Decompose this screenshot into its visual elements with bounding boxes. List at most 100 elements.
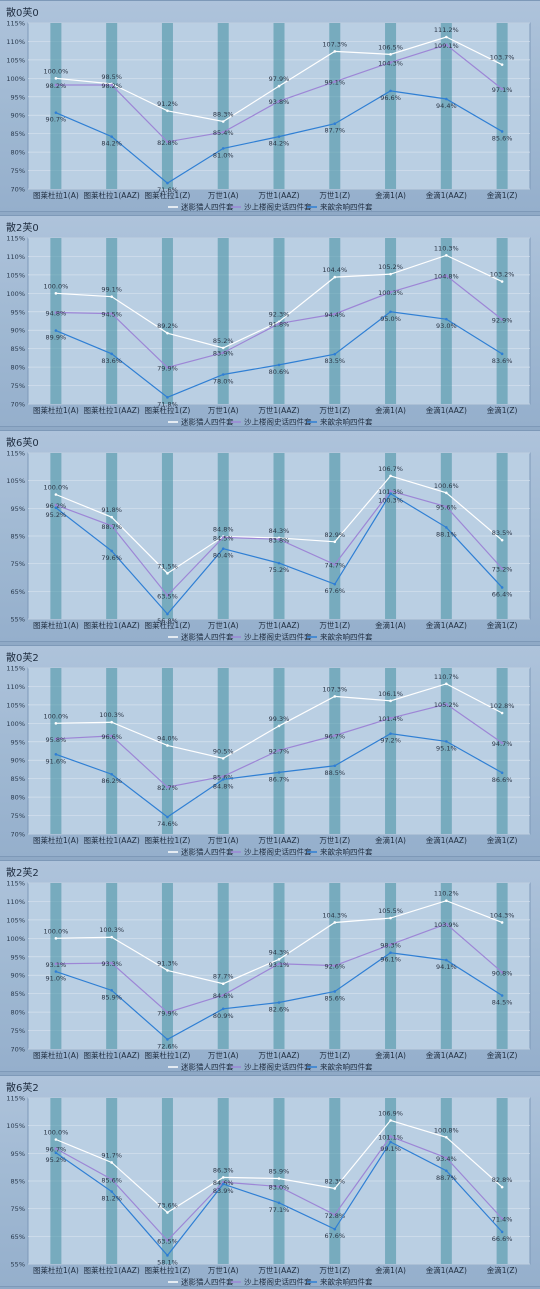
- y-tick-label: 115%: [6, 1095, 25, 1103]
- y-tick-label: 100%: [6, 720, 25, 728]
- category-band: [106, 23, 118, 189]
- x-tick-label: 金滴1(AAZ): [426, 1265, 467, 1275]
- data-point: [500, 1230, 504, 1234]
- category-band: [440, 453, 452, 619]
- data-point: [445, 1156, 448, 1160]
- data-point: [110, 1190, 113, 1193]
- legend-entry: 迷影猎人四件套: [181, 417, 234, 427]
- y-tick-label: 85%: [11, 775, 25, 783]
- data-point: [166, 1011, 169, 1014]
- data-label: 71.4%: [492, 1216, 513, 1224]
- data-point: [221, 778, 225, 781]
- data-point: [110, 312, 113, 315]
- x-tick-label: 图莱杜拉1(AAZ): [84, 1265, 140, 1275]
- legend: 迷影猎人四件套 沙上楼阁史话四件套 来歆余响四件套: [168, 632, 373, 642]
- data-point: [221, 536, 225, 539]
- data-label: 93.1%: [46, 961, 67, 969]
- data-label: 71.6%: [157, 186, 178, 194]
- data-point: [445, 317, 448, 321]
- data-point: [500, 994, 504, 997]
- data-label: 85.2%: [213, 337, 234, 345]
- x-tick-label: 金滴1(Z): [487, 405, 518, 415]
- data-point: [500, 1217, 504, 1220]
- data-label: 96.1%: [380, 956, 401, 964]
- data-label: 80.4%: [213, 552, 234, 560]
- data-label: 98.2%: [101, 82, 122, 90]
- data-label: 83.5%: [324, 357, 345, 365]
- data-label: 84.5%: [492, 999, 513, 1007]
- data-point: [389, 272, 392, 276]
- data-point: [110, 295, 113, 298]
- data-point: [54, 77, 58, 80]
- x-tick-label: 金滴1(A): [375, 1050, 406, 1060]
- x-tick-label: 图莱杜拉1(Z): [145, 1265, 191, 1275]
- data-label: 100.8%: [434, 1126, 459, 1134]
- data-label: 63.5%: [157, 592, 178, 600]
- data-point: [54, 111, 58, 114]
- data-point: [389, 492, 392, 495]
- category-band: [273, 23, 285, 189]
- data-label: 94.3%: [269, 948, 290, 956]
- line-chart: 55% 65% 75% 85% 95% 105% 115% 图莱杜拉1(A) 图莱杜拉1(AAZ…: [6, 1095, 531, 1287]
- data-label: 79.6%: [101, 554, 122, 562]
- data-point: [166, 140, 169, 144]
- data-label: 106.1%: [378, 690, 403, 698]
- category-band: [385, 883, 397, 1049]
- y-tick-label: 55%: [11, 1261, 25, 1269]
- data-point: [110, 961, 113, 965]
- data-label: 83.6%: [492, 357, 513, 365]
- data-label: 93.8%: [269, 98, 290, 106]
- data-label: 104.4%: [322, 266, 347, 274]
- data-point: [500, 1185, 504, 1189]
- chart-panel-0: 散0芙0 70% 75% 80% 85% 90% 95% 100% 105% 110% 115% 图…: [0, 0, 540, 212]
- data-label: 74.7%: [324, 561, 345, 569]
- category-band: [161, 238, 173, 404]
- data-point: [166, 1038, 169, 1041]
- data-point: [445, 505, 448, 508]
- data-label: 84.2%: [101, 140, 122, 148]
- data-label: 78.0%: [213, 377, 234, 385]
- data-point: [221, 351, 225, 355]
- data-label: 107.3%: [322, 40, 347, 48]
- category-band: [329, 23, 341, 189]
- data-label: 95.6%: [436, 504, 457, 512]
- y-tick-label: 85%: [11, 130, 25, 138]
- data-label: 89.9%: [46, 334, 67, 342]
- category-band: [385, 453, 397, 619]
- x-tick-label: 图莱杜拉1(Z): [145, 835, 191, 845]
- data-point: [277, 748, 281, 752]
- legend-entry: 来歆余响四件套: [320, 1277, 373, 1287]
- category-band: [440, 1098, 452, 1264]
- data-point: [389, 943, 392, 946]
- y-tick-label: 85%: [11, 533, 25, 541]
- data-label: 82.9%: [324, 531, 345, 539]
- data-point: [333, 964, 337, 967]
- category-band: [217, 238, 229, 404]
- data-label: 83.6%: [101, 357, 122, 365]
- x-tick-label: 万世1(Z): [319, 620, 350, 630]
- data-point: [445, 1135, 448, 1139]
- y-tick-label: 95%: [11, 1150, 25, 1158]
- category-band: [161, 883, 173, 1049]
- data-label: 96.7%: [324, 733, 345, 741]
- data-point: [277, 1201, 281, 1205]
- data-label: 97.1%: [492, 86, 513, 94]
- data-label: 95.0%: [380, 315, 401, 323]
- data-label: 101.4%: [378, 715, 403, 723]
- data-label: 95.8%: [46, 736, 67, 744]
- y-tick-label: 95%: [11, 953, 25, 961]
- data-point: [110, 549, 113, 553]
- x-tick-label: 万世1(AAZ): [258, 835, 299, 845]
- data-label: 66.6%: [492, 1235, 513, 1243]
- category-band: [106, 1098, 118, 1264]
- data-label: 99.3%: [269, 715, 290, 723]
- x-tick-label: 图莱杜拉1(Z): [145, 190, 191, 200]
- data-label: 94.5%: [101, 311, 122, 319]
- data-point: [333, 312, 337, 316]
- x-tick-label: 金滴1(A): [375, 1265, 406, 1275]
- data-point: [110, 83, 113, 87]
- data-point: [110, 1178, 113, 1181]
- data-point: [333, 695, 337, 698]
- y-tick-label: 85%: [11, 990, 25, 998]
